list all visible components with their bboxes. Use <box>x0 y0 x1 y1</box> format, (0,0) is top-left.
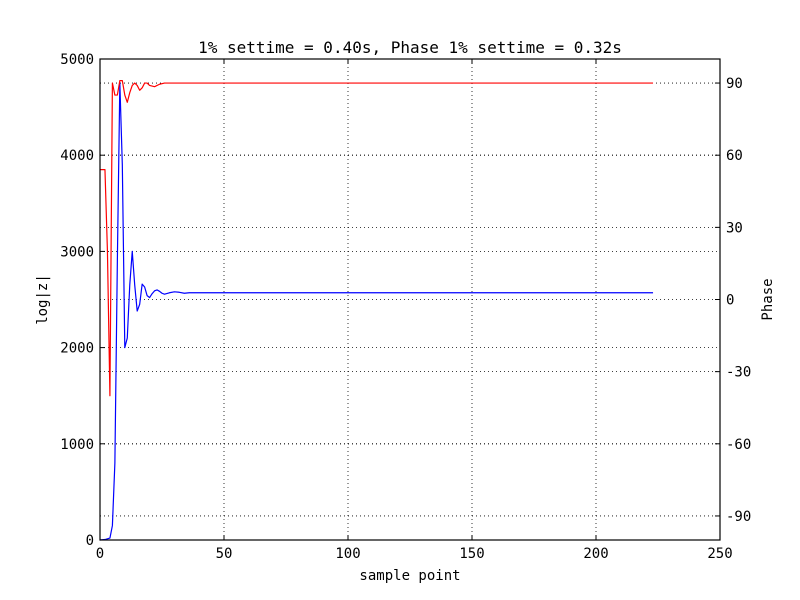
y2-tick-label: -90 <box>726 509 751 525</box>
chart-title: 1% settime = 0.40s, Phase 1% settime = 0… <box>198 38 622 57</box>
y2-tick-label: -30 <box>726 365 751 381</box>
x-tick-label: 250 <box>707 546 732 562</box>
y2-tick-label: 30 <box>726 220 743 236</box>
y2-axis-label: Phase <box>760 278 776 320</box>
y2-tick-label: -60 <box>726 437 751 453</box>
y2-tick-label: 60 <box>726 148 743 164</box>
ticks: 0 50 100 150 200 250 0 1000 2000 3000 4000 5000 -90 -… <box>60 52 751 562</box>
x-tick-label: 100 <box>335 546 360 562</box>
phase-series-line <box>100 80 654 397</box>
y-tick-label: 3000 <box>60 244 94 260</box>
magnitude-series-line <box>99 82 654 541</box>
series-layer <box>99 80 654 541</box>
y-tick-label: 0 <box>86 533 94 549</box>
x-tick-label: 150 <box>459 546 484 562</box>
y-tick-label: 5000 <box>60 52 94 68</box>
x-tick-label: 200 <box>583 546 608 562</box>
y2-tick-label: 90 <box>726 76 743 92</box>
grid-lines <box>100 59 720 540</box>
x-tick-label: 0 <box>96 546 104 562</box>
x-tick-label: 50 <box>216 546 233 562</box>
y-tick-label: 4000 <box>60 148 94 164</box>
y-tick-label: 1000 <box>60 437 94 453</box>
y2-tick-label: 0 <box>726 293 734 309</box>
y-axis-label: log|z| <box>35 274 51 325</box>
x-axis-label: sample point <box>359 568 460 584</box>
y-tick-label: 2000 <box>60 341 94 357</box>
